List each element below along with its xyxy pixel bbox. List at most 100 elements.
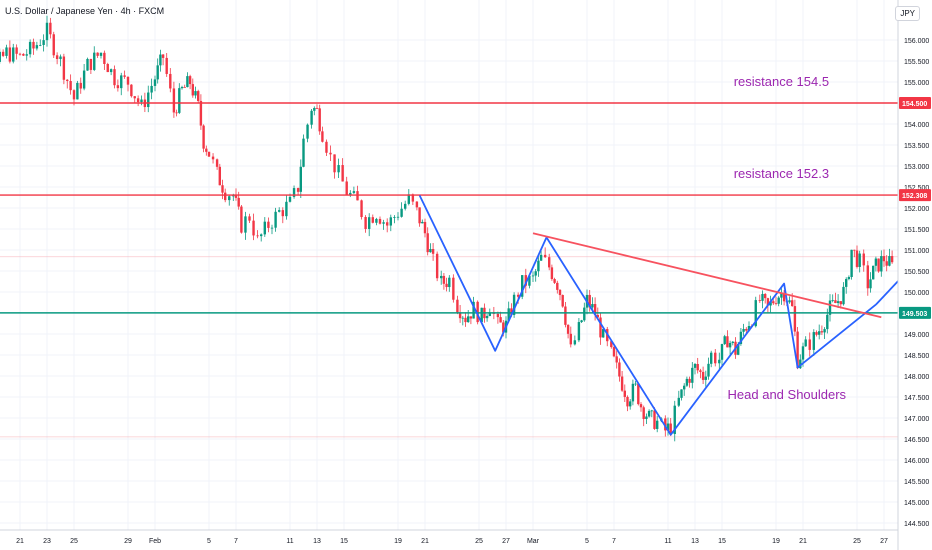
time-tick-label: Feb xyxy=(149,538,161,545)
candle-body xyxy=(150,85,153,93)
time-axis[interactable]: 21 23 25 29 Feb 5 7 11 13 15 19 21 25 27 Mar 5 7 11 13 15 19… xyxy=(0,529,898,545)
candle-body xyxy=(566,324,570,334)
candle-body xyxy=(1,51,5,56)
time-tick-label: 7 xyxy=(234,538,238,545)
candle-body xyxy=(418,207,421,224)
candle-body xyxy=(780,293,783,298)
candle-body xyxy=(113,69,116,86)
candle-body xyxy=(680,389,683,398)
price-tick-label: 149.000 xyxy=(904,332,929,339)
candle-body xyxy=(325,141,328,153)
candle-body xyxy=(714,352,717,364)
candle-body xyxy=(12,47,15,62)
time-tick-label: 19 xyxy=(772,538,780,545)
candle-body xyxy=(55,55,59,60)
time-tick-label: 5 xyxy=(207,538,211,545)
candle-body xyxy=(421,221,424,224)
candle-body xyxy=(313,107,316,111)
candle-body xyxy=(120,75,123,89)
candle-body xyxy=(782,293,786,302)
level-price-label: 149.503 xyxy=(902,311,927,318)
candle-body xyxy=(386,222,389,226)
time-tick-label: 27 xyxy=(502,538,510,545)
candle-body xyxy=(15,47,18,54)
price-tick-label: 153.500 xyxy=(904,143,929,150)
candle-body xyxy=(244,216,247,233)
candle-body xyxy=(639,404,643,408)
candle-body xyxy=(877,258,880,272)
candle-body xyxy=(159,54,162,66)
candle-body xyxy=(69,81,72,91)
candle-body xyxy=(228,196,231,201)
candle-body xyxy=(853,249,856,251)
candle-body xyxy=(315,107,319,109)
candle-body xyxy=(199,100,203,126)
candle-body xyxy=(183,87,186,88)
level-annotation: resistance 152.3 xyxy=(734,166,829,181)
pattern-line-3[interactable] xyxy=(532,232,882,319)
candle-body xyxy=(480,307,483,323)
candle-body xyxy=(866,265,869,289)
candle-body xyxy=(62,56,66,80)
candle-body xyxy=(93,52,96,70)
candle-body xyxy=(464,317,467,323)
candle-body xyxy=(696,363,699,371)
candle-body xyxy=(458,312,462,319)
candle-body xyxy=(688,378,691,383)
candle-body xyxy=(109,69,113,73)
candle-body xyxy=(0,51,1,62)
horizontal-levels[interactable]: resistance 154.5 resistance 152.3 xyxy=(0,74,898,314)
candle-body xyxy=(704,376,707,380)
candle-body xyxy=(528,275,531,286)
candle-body xyxy=(256,235,259,237)
candle-body xyxy=(133,96,136,99)
candle-body xyxy=(35,45,39,49)
candle-body xyxy=(263,221,266,235)
candle-body xyxy=(240,206,243,233)
candle-body xyxy=(836,301,840,304)
candle-body xyxy=(645,416,648,419)
chart-title: U.S. Dollar / Japanese Yen · 4h · FXCM xyxy=(5,6,165,16)
candle-body xyxy=(882,256,886,262)
price-tick-label: 144.500 xyxy=(904,521,929,528)
price-tick-label: 156.000 xyxy=(904,38,929,45)
candle-body xyxy=(59,56,62,60)
candle-body xyxy=(596,314,599,318)
candle-body xyxy=(769,301,772,306)
candle-body xyxy=(507,308,510,321)
candle-body xyxy=(345,181,348,195)
candle-body xyxy=(415,201,419,208)
candle-body xyxy=(281,210,284,217)
candle-body xyxy=(631,383,635,402)
price-tick-label: 146.500 xyxy=(904,437,929,444)
candle-body xyxy=(499,317,502,323)
candle-body xyxy=(534,271,537,276)
currency-badge[interactable]: JPY xyxy=(895,6,920,21)
candle-body xyxy=(461,317,464,319)
pattern-line-1[interactable] xyxy=(418,195,877,436)
time-tick-label: 13 xyxy=(313,538,321,545)
price-tick-label: 155.500 xyxy=(904,59,929,66)
candle-body xyxy=(653,410,656,429)
candle-body xyxy=(799,359,802,369)
level-price-tag xyxy=(899,97,931,109)
candle-body xyxy=(32,41,35,49)
time-tick-label: 21 xyxy=(799,538,807,545)
candle-body xyxy=(626,396,629,407)
candle-body xyxy=(378,218,382,224)
candle-body xyxy=(426,233,429,253)
pattern-drawings[interactable] xyxy=(418,195,932,436)
candle-body xyxy=(637,383,640,405)
price-tick-label: 151.500 xyxy=(904,227,929,234)
candle-body xyxy=(49,22,52,35)
candle-body xyxy=(791,300,794,307)
candle-body xyxy=(72,90,76,100)
candle-body xyxy=(375,218,378,223)
candle-body xyxy=(39,44,42,46)
price-tick-label: 154.000 xyxy=(904,122,929,129)
candle-body xyxy=(288,196,292,202)
price-axis[interactable]: 144.500 145.000 145.500 146.000 146.500 147.0… xyxy=(897,0,932,550)
candle-body xyxy=(79,82,82,89)
candle-body xyxy=(847,277,851,280)
